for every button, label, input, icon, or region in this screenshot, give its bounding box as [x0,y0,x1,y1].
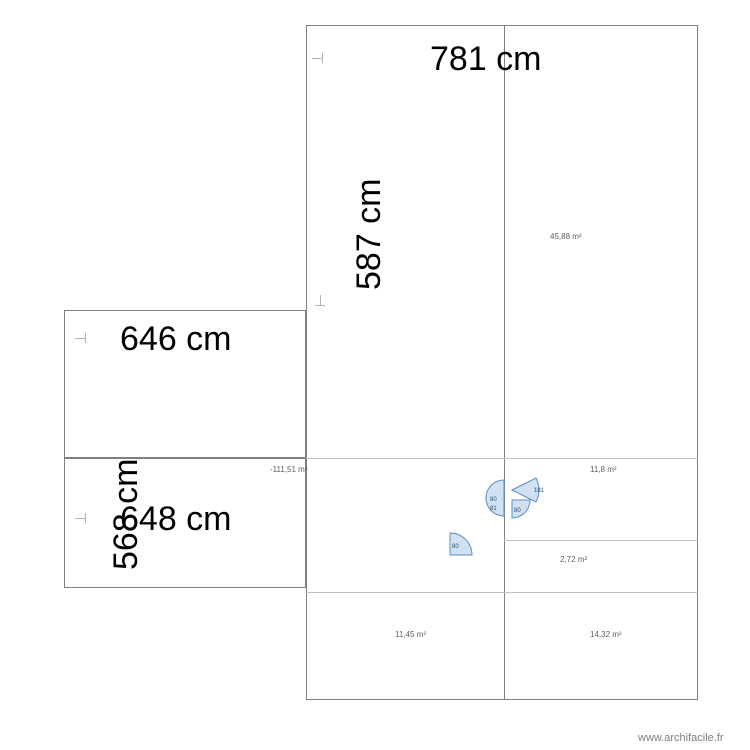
dimension-587: 587 cm [350,179,389,291]
dimension-648: 648 cm [120,500,232,539]
wall-line [306,458,504,459]
wall-line [504,540,698,541]
area-label: -111,51 m² [270,465,308,474]
dim-tick [85,333,86,343]
wall-line [504,25,505,700]
wall-line [504,458,698,459]
dim-tick [322,53,323,63]
dim-tick [315,305,325,306]
dimension-646: 646 cm [120,320,232,359]
area-label: 11,45 m² [395,630,426,639]
area-label: 11,8 m² [590,465,617,474]
dim-tick [75,338,85,339]
dimension-781: 781 cm [430,40,542,79]
dim-tick [312,58,322,59]
dim-tick [75,518,85,519]
wall-line [306,592,698,593]
floor-plan-canvas: 781 cm 587 cm 646 cm 568 cm 648 cm 45,88… [0,0,750,750]
area-label: 14,32 m² [590,630,622,639]
dim-tick [320,295,321,305]
area-label: 2,72 m² [560,555,587,564]
watermark-link[interactable]: www.archifacile.fr [638,732,724,744]
room-main-right [306,25,698,700]
area-label: 45,88 m² [550,232,582,241]
dim-tick [85,513,86,523]
